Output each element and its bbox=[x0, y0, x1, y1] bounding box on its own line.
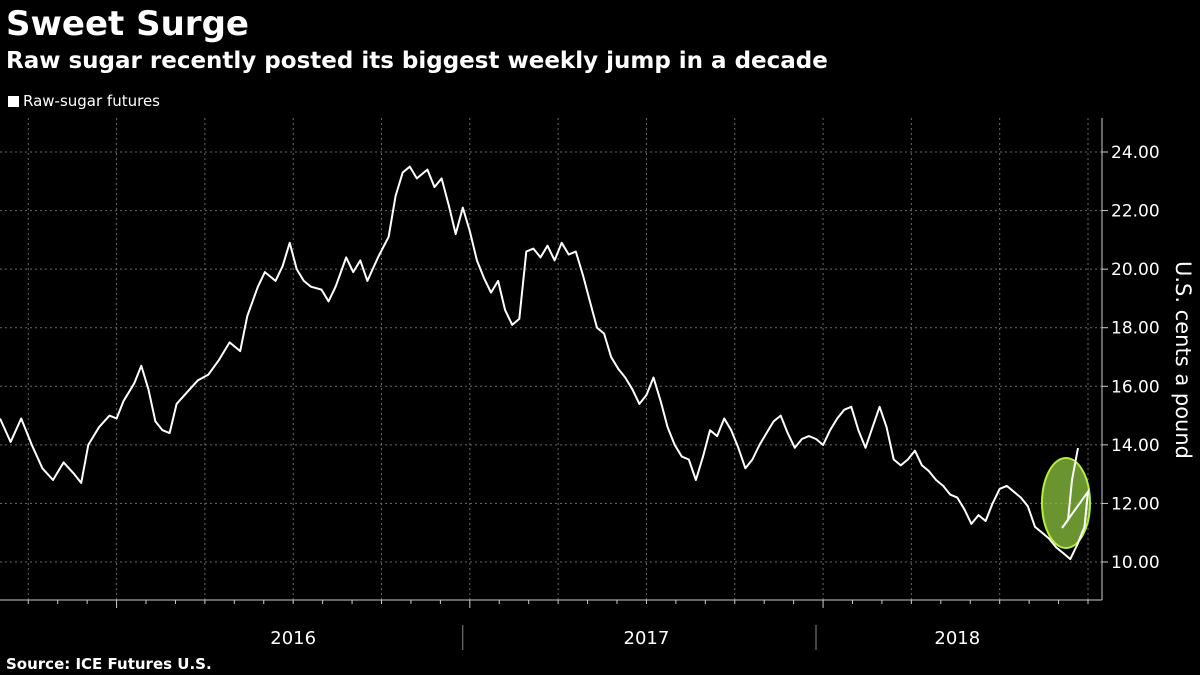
highlight-line-segment bbox=[1061, 447, 1090, 545]
y-tick-label: 18.00 bbox=[1111, 319, 1160, 339]
legend-swatch bbox=[8, 96, 19, 107]
y-tick-label: 20.00 bbox=[1111, 260, 1160, 280]
highlight bbox=[1041, 447, 1091, 549]
y-tick-labels: 10.00 12.00 14.00 16.00 18.00 20.00 22.00 24.00 bbox=[1102, 143, 1160, 573]
x-year-label: 2018 bbox=[934, 628, 980, 649]
x-year-label: 2016 bbox=[270, 628, 316, 649]
y-tick-label: 14.00 bbox=[1111, 436, 1160, 456]
axes bbox=[0, 118, 1103, 601]
series-line bbox=[0, 165, 1089, 561]
chart-subtitle: Raw sugar recently posted its biggest we… bbox=[6, 48, 828, 74]
series bbox=[0, 165, 1089, 561]
grid bbox=[0, 118, 1102, 600]
chart-title: Sweet Surge bbox=[6, 4, 249, 44]
legend: Raw-sugar futures bbox=[8, 91, 160, 111]
x-ticks: 2016 2017 2018 bbox=[27, 600, 1089, 650]
y-tick-label: 16.00 bbox=[1111, 377, 1160, 397]
x-year-label: 2017 bbox=[624, 628, 670, 649]
y-tick-label: 24.00 bbox=[1111, 143, 1160, 163]
y-tick-label: 22.00 bbox=[1111, 202, 1160, 222]
y-axis-label: U.S. cents a pound bbox=[1171, 261, 1195, 459]
legend-label: Raw-sugar futures bbox=[23, 92, 160, 110]
y-tick-label: 10.00 bbox=[1111, 553, 1160, 573]
highlight-ellipse bbox=[1041, 457, 1091, 549]
source-note: Source: ICE Futures U.S. bbox=[6, 655, 212, 673]
y-tick-label: 12.00 bbox=[1111, 494, 1160, 514]
